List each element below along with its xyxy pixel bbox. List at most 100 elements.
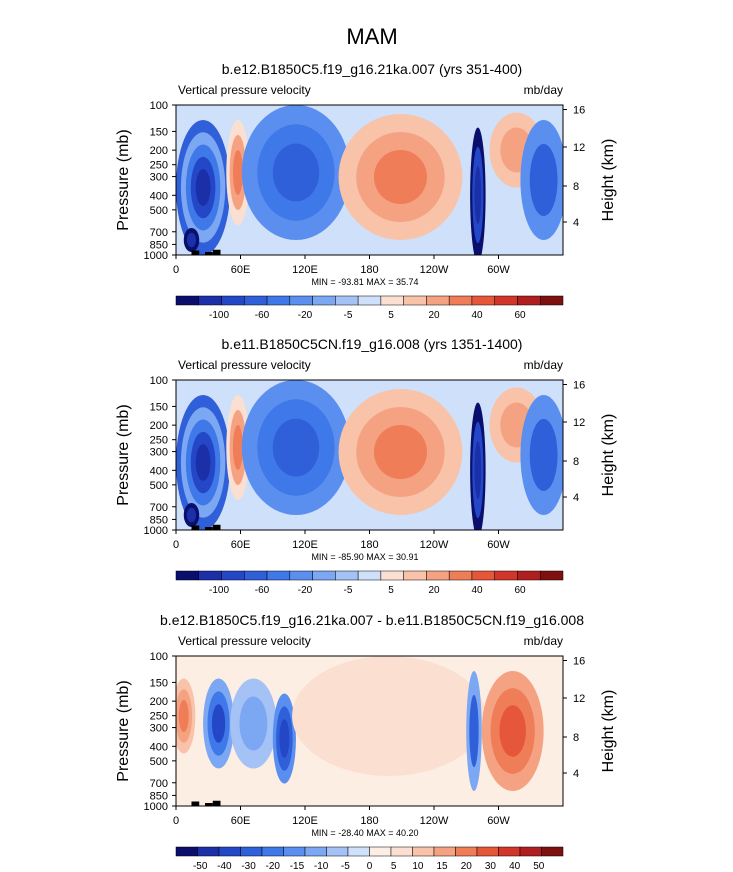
colorbar-label: 5 <box>388 585 394 596</box>
colorbar-swatch <box>357 295 382 306</box>
y2-tick-label: 16 <box>573 656 585 668</box>
colorbar-swatch <box>357 570 382 581</box>
colorbar-swatch <box>326 846 349 857</box>
units-label: mb/day <box>524 358 563 372</box>
colorbar-label: -30 <box>241 861 256 872</box>
colorbar-swatch <box>369 846 392 857</box>
field-contours <box>176 380 563 530</box>
y2-tick-label: 8 <box>573 732 579 744</box>
colorbar-label: -20 <box>266 861 281 872</box>
colorbar-swatch <box>539 570 564 581</box>
y2-tick-label: 12 <box>573 142 585 154</box>
topography-bar <box>212 800 221 806</box>
y-tick-label: 850 <box>150 239 168 251</box>
y-tick-label: 300 <box>150 447 168 459</box>
x-tick-label: 60E <box>231 815 251 827</box>
y-tick-label: 250 <box>150 711 168 723</box>
topography-bar <box>205 803 213 806</box>
x-tick-label: 0 <box>173 264 179 276</box>
colorbar-swatch <box>494 570 518 581</box>
y2-tick-label: 4 <box>573 492 579 504</box>
contour-fill <box>499 705 526 757</box>
contour-fill <box>529 144 558 216</box>
panel-title: b.e12.B1850C5.f19_g16.21ka.007 - b.e11.B… <box>160 612 584 628</box>
colorbar-swatch <box>244 570 268 581</box>
contour-fill <box>279 719 290 758</box>
colorbar-label: -60 <box>255 310 270 321</box>
colorbar-label: 20 <box>428 585 440 596</box>
x-tick-label: 60E <box>231 264 251 276</box>
colorbar-swatch <box>412 846 435 857</box>
colorbar-label: -40 <box>217 861 232 872</box>
x-tick-label: 120W <box>420 539 449 551</box>
colorbar-label: -5 <box>344 585 353 596</box>
y-tick-label: 100 <box>150 651 168 663</box>
y-tick-label: 500 <box>150 756 168 768</box>
y-tick-label: 300 <box>150 172 168 184</box>
y2-axis-title: Height (km) <box>600 414 617 497</box>
chart-panel-2: b.e11.B1850C5CN.f19_g16.008 (yrs 1351-14… <box>115 336 617 596</box>
colorbar-swatch <box>175 295 200 306</box>
y2-tick-label: 12 <box>573 693 585 705</box>
x-tick-label: 180 <box>360 815 378 827</box>
contour-fill <box>474 441 482 499</box>
y-tick-label: 250 <box>150 435 168 447</box>
colorbar-label: 60 <box>514 310 526 321</box>
x-tick-label: 0 <box>173 539 179 551</box>
colorbar-swatch <box>471 295 495 306</box>
y-tick-label: 1000 <box>144 250 168 262</box>
colorbar-swatch <box>266 570 291 581</box>
y2-tick-label: 8 <box>573 456 579 468</box>
y2-tick-label: 12 <box>573 417 585 429</box>
y-tick-label: 150 <box>150 401 168 413</box>
colorbar-swatch <box>312 295 336 306</box>
min-max-stats: MIN = -28.40 MAX = 40.20 <box>311 828 418 838</box>
topography-bar <box>191 525 200 530</box>
topography-bar <box>205 252 213 255</box>
y-tick-label: 700 <box>150 502 168 514</box>
y2-tick-label: 16 <box>573 380 585 392</box>
y-tick-label: 400 <box>150 741 168 753</box>
chart-panel-1: b.e12.B1850C5.f19_g16.21ka.007 (yrs 351-… <box>115 61 617 321</box>
min-max-stats: MIN = -85.90 MAX = 30.91 <box>311 552 418 562</box>
x-tick-label: 60W <box>487 539 510 551</box>
contour-fill <box>186 232 197 248</box>
x-tick-label: 0 <box>173 815 179 827</box>
colorbar-label: -5 <box>344 310 353 321</box>
y-tick-label: 100 <box>150 100 168 112</box>
y-tick-label: 200 <box>150 420 168 432</box>
colorbar-swatch <box>498 846 521 857</box>
colorbar-swatch <box>221 570 245 581</box>
contour-fill <box>195 444 211 481</box>
colorbar-label: 40 <box>471 310 483 321</box>
y-tick-label: 400 <box>150 190 168 202</box>
y2-tick-label: 8 <box>573 181 579 193</box>
colorbar-swatch <box>289 295 313 306</box>
colorbar-swatch <box>218 846 241 857</box>
y-tick-label: 850 <box>150 514 168 526</box>
colorbar-swatch <box>197 846 220 857</box>
topography-bar <box>212 524 221 530</box>
topography-bar <box>191 801 200 806</box>
chart-panel-3: b.e12.B1850C5.f19_g16.21ka.007 - b.e11.B… <box>115 612 617 872</box>
y-tick-label: 500 <box>150 480 168 492</box>
y-tick-label: 100 <box>150 375 168 387</box>
x-tick-label: 180 <box>360 264 378 276</box>
colorbar-swatch <box>266 295 291 306</box>
y-tick-label: 850 <box>150 790 168 802</box>
x-tick-label: 120E <box>292 264 318 276</box>
contour-fill <box>272 418 320 477</box>
colorbar-swatch <box>221 295 245 306</box>
colorbar-swatch <box>312 570 336 581</box>
colorbar-label: 15 <box>437 861 449 872</box>
colorbar-swatch <box>471 570 495 581</box>
colorbar-swatch <box>403 570 427 581</box>
contour-fill <box>232 425 243 470</box>
y-tick-label: 150 <box>150 126 168 138</box>
y-tick-label: 500 <box>150 205 168 217</box>
variable-label: Vertical pressure velocity <box>178 83 311 97</box>
colorbar-label: 20 <box>428 310 440 321</box>
colorbar-label: -10 <box>314 861 329 872</box>
contour-fill <box>178 699 189 733</box>
y-tick-label: 150 <box>150 677 168 689</box>
